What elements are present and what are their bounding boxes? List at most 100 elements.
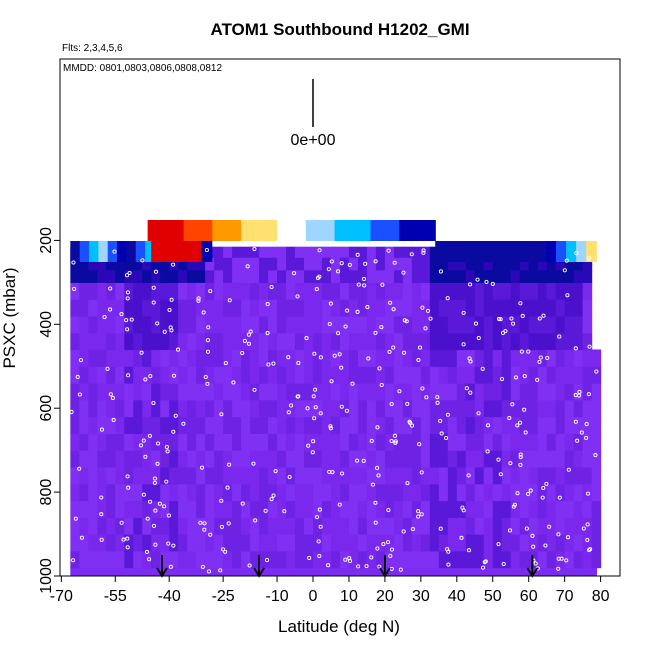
heat-cell	[555, 534, 566, 552]
heat-cell	[375, 550, 386, 569]
heat-cell	[492, 433, 503, 451]
heat-cell	[219, 220, 228, 241]
heat-cell	[178, 466, 188, 485]
heat-cell	[79, 433, 89, 451]
heat-cell	[97, 366, 107, 384]
heat-cell	[97, 550, 107, 569]
heat-cell	[151, 433, 161, 451]
heat-cell	[223, 383, 233, 401]
heat-cell	[411, 299, 422, 317]
sample-point	[172, 373, 177, 378]
heat-cell	[295, 383, 305, 401]
sample-point	[520, 313, 525, 319]
heat-cell	[277, 220, 285, 241]
heat-cell	[546, 257, 557, 271]
scale-bar-label: 0e+00	[291, 132, 336, 149]
heat-cell	[133, 257, 143, 271]
sample-point	[314, 515, 320, 520]
heat-cell	[465, 383, 476, 401]
heat-cell	[124, 299, 134, 317]
heat-cell	[97, 399, 107, 418]
heat-cell	[429, 315, 440, 334]
heat-cell	[133, 500, 143, 518]
heat-cell	[286, 433, 296, 451]
heat-cell	[402, 433, 413, 451]
heat-cell	[79, 517, 89, 535]
sample-point	[416, 357, 421, 363]
heat-cell	[205, 366, 215, 384]
heat-cell	[250, 315, 260, 334]
heat-cell	[519, 433, 530, 451]
sample-point	[573, 419, 578, 424]
heat-cell	[537, 366, 548, 384]
heat-cell	[483, 366, 494, 384]
heat-cell	[582, 315, 593, 334]
heat-cell	[438, 483, 449, 502]
sample-point	[295, 294, 300, 299]
heat-cell	[330, 332, 341, 351]
heat-cell	[232, 332, 242, 351]
y-tick-label: 1000	[38, 558, 55, 594]
heat-cell	[133, 299, 143, 317]
sample-point	[121, 537, 126, 542]
heat-cell	[393, 383, 404, 401]
sample-point	[200, 564, 205, 569]
heat-cell	[133, 282, 143, 300]
sample-point	[327, 469, 332, 474]
heat-cell	[528, 299, 539, 317]
heat-cell	[582, 534, 593, 552]
heat-cell	[232, 483, 242, 502]
heat-cell	[178, 500, 188, 518]
sample-point	[405, 401, 410, 406]
heat-cell	[133, 466, 143, 485]
sample-point	[507, 528, 513, 533]
flight-arrow	[253, 555, 265, 578]
heat-cell	[339, 246, 350, 258]
heat-cell	[321, 246, 332, 258]
heat-cell	[411, 517, 422, 535]
sample-point	[355, 458, 360, 463]
heat-cell	[510, 399, 521, 418]
heat-cell	[106, 269, 116, 283]
heat-cell	[106, 466, 116, 485]
sample-point	[336, 331, 341, 336]
heat-cell	[510, 383, 521, 401]
heat-cell	[259, 332, 269, 351]
heat-cell	[305, 220, 314, 241]
heat-cell	[456, 257, 467, 271]
heat-cell	[223, 257, 233, 271]
heat-cell	[510, 315, 521, 334]
heat-cell	[151, 383, 161, 401]
heat-cell	[115, 534, 125, 552]
heat-cell	[313, 246, 323, 258]
heat-cell	[145, 241, 156, 262]
heat-cell	[501, 315, 512, 334]
heat-cell	[70, 500, 80, 518]
heat-cell	[573, 257, 584, 271]
heat-cell	[268, 550, 278, 569]
heat-cell	[555, 483, 566, 502]
heat-cell	[564, 466, 575, 485]
sample-point	[318, 355, 323, 360]
heat-cell	[393, 282, 404, 300]
sample-point	[125, 273, 130, 278]
heat-cell	[321, 399, 332, 418]
heat-cell	[88, 332, 98, 351]
heat-cell	[330, 399, 341, 418]
sample-point	[373, 520, 378, 525]
heat-cell	[564, 550, 575, 569]
heat-cell	[483, 269, 494, 283]
heat-cell	[304, 246, 314, 258]
heat-cell	[339, 315, 350, 334]
heat-cell	[160, 315, 170, 334]
heat-cell	[393, 433, 404, 451]
heat-cell	[348, 246, 359, 258]
heat-cell	[564, 517, 575, 535]
heat-cell	[357, 433, 368, 451]
heat-cell	[88, 433, 98, 451]
heat-cell	[196, 534, 206, 552]
sample-point	[435, 400, 440, 405]
heat-cell	[591, 366, 602, 384]
heat-cell	[277, 483, 287, 502]
heat-cell	[115, 299, 125, 317]
